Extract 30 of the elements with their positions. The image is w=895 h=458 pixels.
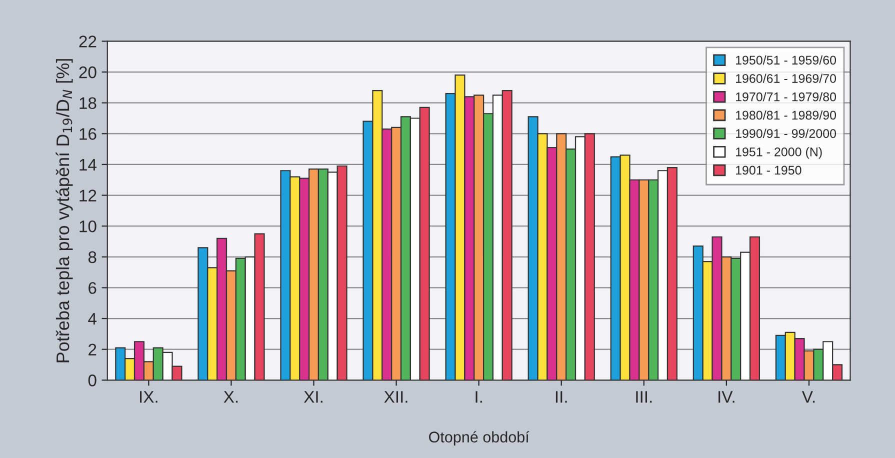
y-tick-label: 20	[79, 66, 96, 78]
legend-label: 1980/81 - 1989/90	[736, 110, 836, 120]
y-tick-label: 6	[88, 282, 96, 294]
x-tick-label: IV.	[718, 391, 734, 403]
y-tick-label: 12	[80, 190, 96, 202]
y-tick-label: 0	[88, 374, 96, 386]
y-tick-label: 22	[79, 36, 96, 48]
y-tick-label: 4	[88, 313, 96, 325]
x-tick-label: X.	[224, 391, 238, 403]
y-axis-title: Potřeba tepla pro vytápění D$_{19}$/D$_{N}$ [%]	[56, 59, 73, 362]
legend-label: 1951 - 2000 (N)	[736, 147, 822, 159]
legend-label: 1990/91 - 99/2000	[736, 128, 836, 138]
y-tick-label: 14	[80, 159, 96, 171]
y-tick-label: 8	[88, 251, 96, 264]
y-tick-label: 2	[88, 344, 96, 356]
x-tick-label: I.	[476, 391, 482, 403]
x-tick-label: XI.	[304, 391, 322, 403]
x-tick-label: IX.	[140, 391, 158, 403]
y-tick-label: 10	[80, 220, 96, 232]
y-tick-label: 16	[80, 128, 96, 140]
legend-label: 1901 - 1950	[736, 166, 802, 175]
legend-label: 1960/61 - 1969/70	[736, 74, 836, 83]
y-tick-label: 18	[80, 97, 96, 110]
x-tick-label: III.	[636, 391, 652, 403]
x-tick-label: II.	[556, 391, 567, 403]
x-axis-title: Otopné období	[429, 431, 530, 446]
x-tick-label: V.	[802, 391, 815, 403]
legend-label: 1970/71 - 1979/80	[736, 92, 836, 102]
legend-label: 1950/51 - 1959/60	[736, 55, 836, 65]
x-tick-label: XII.	[384, 391, 408, 403]
